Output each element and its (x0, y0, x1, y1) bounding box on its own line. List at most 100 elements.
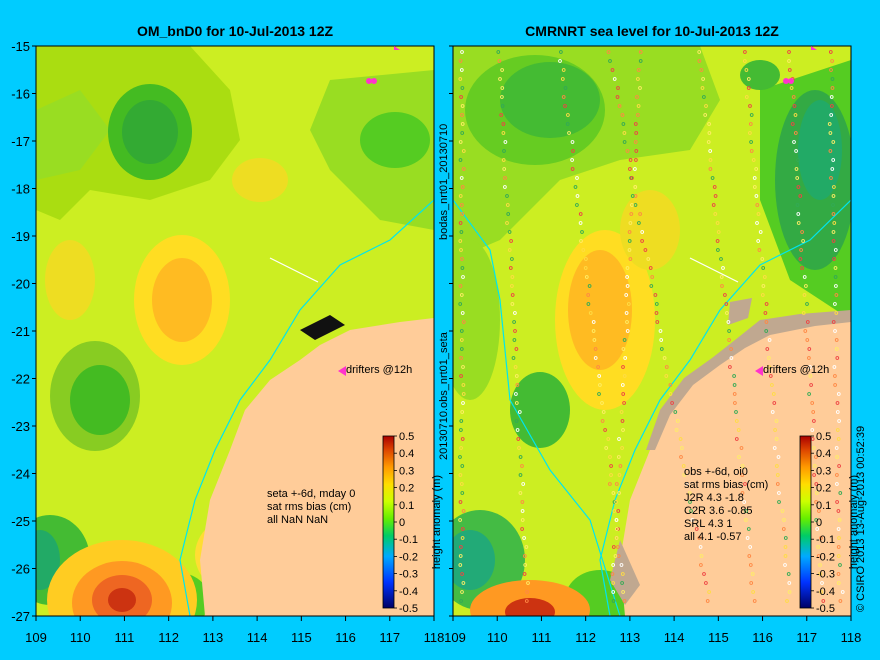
obs-marker (628, 221, 633, 225)
colorbar-tick-label: 0.1 (816, 500, 831, 512)
obs-marker (460, 590, 464, 594)
x-tick-label: 116 (335, 630, 356, 645)
obs-marker (635, 95, 639, 99)
obs-marker (636, 104, 641, 108)
obs-marker (625, 320, 629, 324)
obs-marker (716, 230, 721, 234)
obs-marker (496, 50, 501, 54)
x-tick-label: 111 (532, 630, 552, 645)
observation-markers (458, 50, 845, 603)
obs-marker (619, 563, 624, 567)
obs-marker (608, 455, 612, 459)
obs-marker (831, 140, 836, 144)
x-tick-label: 114 (247, 630, 268, 645)
obs-marker (793, 113, 798, 117)
obs-marker (746, 527, 751, 531)
obs-marker (767, 338, 772, 342)
obs-marker (458, 554, 463, 558)
obs-marker (805, 338, 810, 342)
obs-marker (764, 302, 769, 306)
obs-marker (513, 365, 518, 369)
obs-marker (810, 401, 815, 405)
obs-marker (796, 158, 800, 162)
obs-marker (835, 500, 839, 504)
obs-marker (729, 347, 733, 351)
panel-left-title: OM_bnD0 for 10-Jul-2013 12Z (137, 23, 334, 39)
obs-marker (828, 50, 833, 54)
obs-marker (743, 482, 747, 486)
obs-marker (829, 176, 833, 180)
obs-marker (829, 95, 834, 99)
obs-marker (819, 590, 824, 594)
obs-marker (835, 473, 839, 477)
obs-marker (627, 230, 632, 234)
x-tick-label: 112 (575, 630, 596, 645)
obs-marker (720, 284, 724, 288)
obs-marker (684, 482, 689, 486)
obs-marker (800, 266, 804, 270)
colorbar-tick-label: 0 (816, 517, 822, 529)
x-tick-label: 115 (708, 630, 729, 645)
obs-marker (761, 266, 766, 270)
obs-marker (800, 230, 804, 234)
obs-marker (734, 410, 738, 414)
obs-marker (783, 554, 788, 558)
obs-marker (754, 194, 759, 198)
obs-marker (790, 122, 795, 126)
y-tick-label: -16 (11, 87, 30, 102)
obs-marker (748, 104, 752, 108)
obs-marker (570, 140, 575, 144)
obs-marker (837, 536, 841, 540)
obs-marker (518, 473, 523, 477)
obs-marker (781, 527, 786, 531)
obs-marker (630, 176, 634, 180)
obs-marker (459, 176, 464, 180)
obs-marker (617, 473, 622, 477)
obs-marker (819, 536, 823, 540)
obs-marker (628, 158, 633, 162)
obs-marker (751, 158, 756, 162)
obs-marker (459, 329, 464, 333)
obs-marker (758, 230, 763, 234)
colorbar-tick-label: -0.2 (399, 551, 418, 563)
obs-marker (510, 275, 515, 279)
obs-marker (723, 293, 727, 297)
obs-marker (837, 419, 841, 423)
obs-marker (832, 221, 837, 225)
obs-marker (734, 419, 739, 423)
y-tick-label: -23 (11, 419, 30, 434)
obs-marker (653, 293, 658, 297)
obs-marker (744, 95, 749, 99)
obs-marker (597, 392, 601, 396)
obs-marker (836, 392, 841, 396)
x-tick-label: 113 (203, 630, 224, 645)
obs-marker (643, 248, 648, 252)
obs-marker (606, 50, 611, 54)
x-tick-label: 110 (70, 630, 91, 645)
obs-marker (615, 527, 619, 531)
colorbar-tick-label: 0.2 (399, 483, 414, 495)
obs-marker (459, 203, 464, 207)
colorbar-tick-label: 0.3 (399, 465, 414, 477)
obs-marker (831, 212, 836, 216)
obs-marker (460, 572, 464, 576)
obs-marker (617, 104, 622, 108)
obs-marker (514, 347, 519, 351)
obs-marker (497, 59, 502, 63)
obs-marker (783, 536, 788, 540)
obs-marker (503, 176, 507, 180)
obs-marker (458, 194, 463, 198)
obs-marker (834, 311, 839, 315)
obs-marker (715, 239, 720, 243)
obs-marker (459, 338, 464, 342)
obs-marker (523, 563, 528, 567)
obs-marker (458, 302, 463, 306)
obs-marker (655, 320, 660, 324)
obs-marker (525, 590, 529, 594)
obs-marker (459, 482, 464, 486)
obs-marker (659, 347, 664, 351)
obs-marker (746, 77, 751, 81)
obs-marker (510, 284, 514, 288)
obs-marker (517, 446, 521, 450)
